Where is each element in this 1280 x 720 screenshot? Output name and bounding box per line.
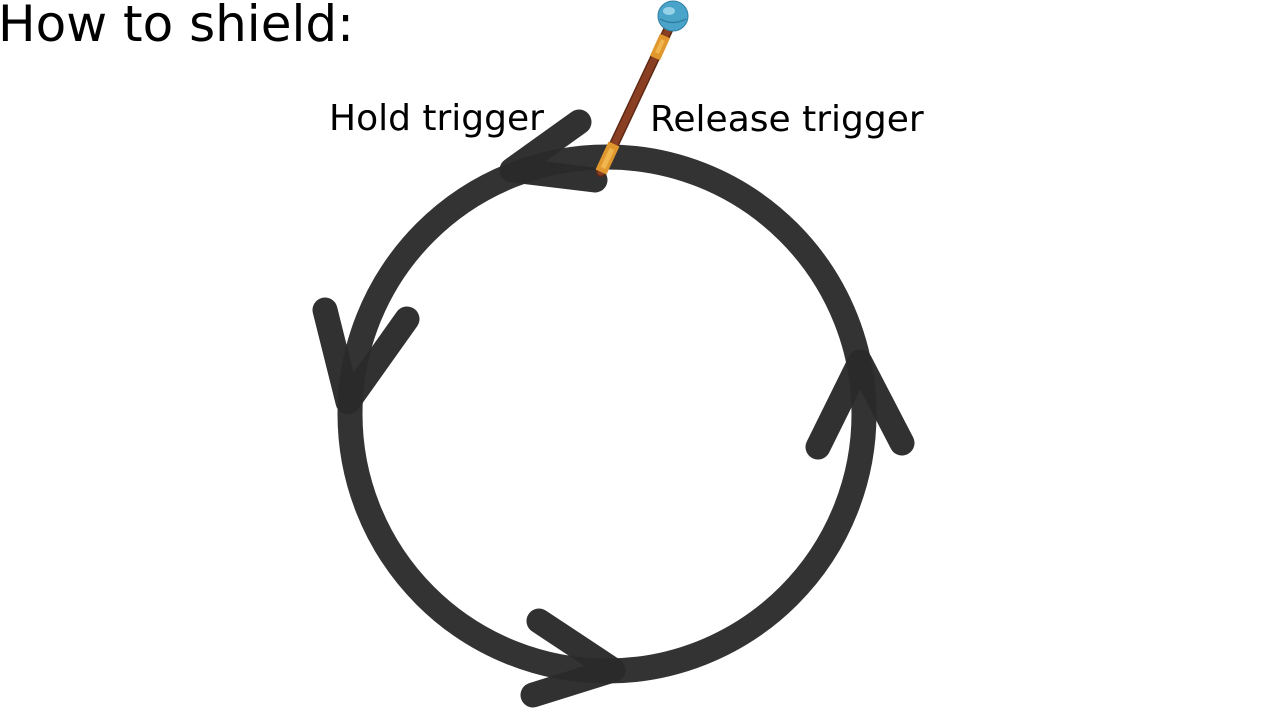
- hold-trigger-label: Hold trigger: [329, 98, 544, 139]
- page-title: How to shield:: [0, 0, 354, 53]
- arrow-top-icon: [499, 109, 608, 193]
- magic-wand-icon: [595, 0, 689, 177]
- arrow-left-icon: [312, 297, 420, 415]
- gesture-circle: [337, 144, 877, 684]
- arrow-right-icon: [805, 349, 915, 460]
- arrow-bottom-icon: [520, 608, 626, 708]
- release-trigger-label: Release trigger: [650, 99, 924, 140]
